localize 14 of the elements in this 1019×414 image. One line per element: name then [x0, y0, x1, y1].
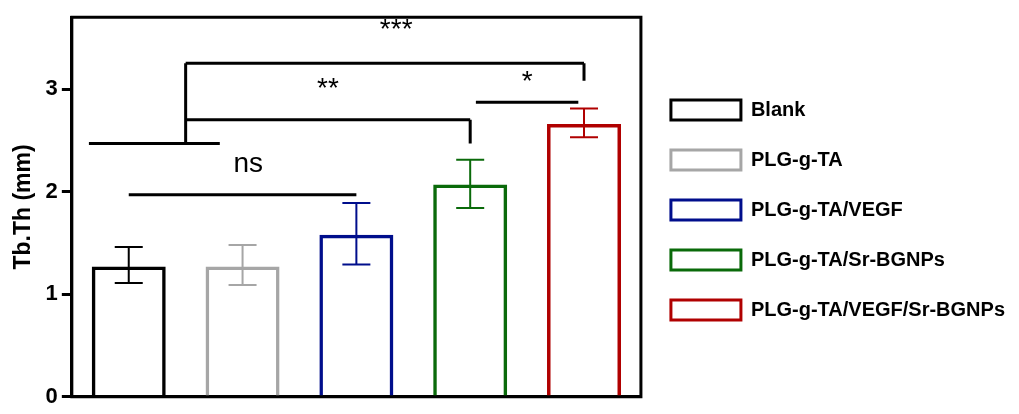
- legend-label: PLG-g-TA/VEGF: [750, 197, 903, 220]
- legend-label: PLG-g-TA/Sr-BGNPs: [750, 247, 945, 270]
- y-tick-label: 1: [45, 280, 58, 306]
- legend-label: PLG-g-TA: [750, 147, 843, 170]
- legend-label: PLG-g-TA/VEGF/Sr-BGNPs: [750, 297, 1006, 320]
- annotation: *: [521, 64, 533, 96]
- annotation: ***: [379, 13, 413, 45]
- y-tick-label: 3: [45, 75, 58, 101]
- annotation: ns: [233, 146, 264, 178]
- y-tick-label: 0: [45, 382, 58, 408]
- y-tick-label: 2: [45, 177, 58, 203]
- y-axis-title: Tb.Th (mm): [9, 144, 36, 270]
- legend-label: Blank: [750, 97, 807, 120]
- annotation: **: [317, 71, 339, 103]
